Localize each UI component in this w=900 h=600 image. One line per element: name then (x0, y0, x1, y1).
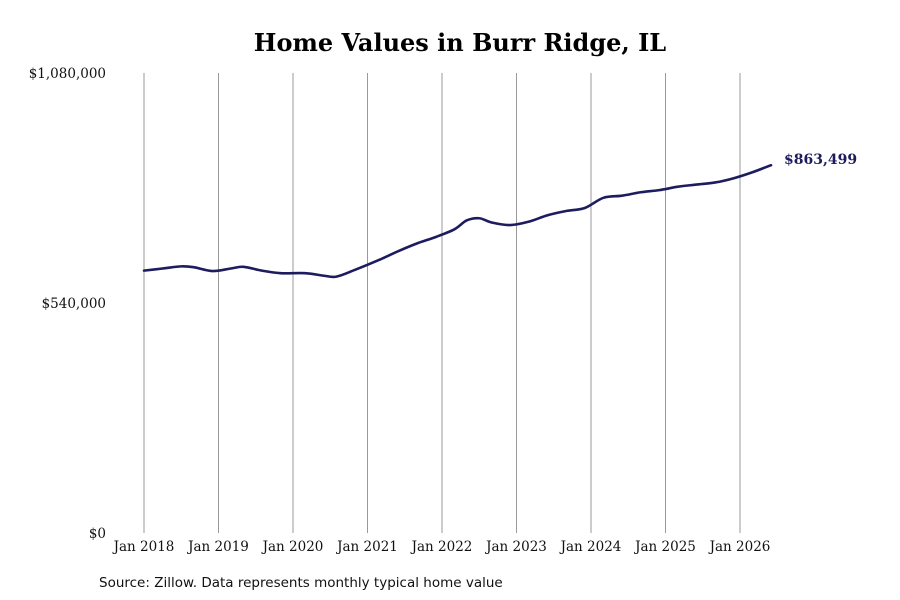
x-tick-label: Jan 2026 (708, 539, 771, 555)
series-lines (142, 163, 773, 279)
end-value-label: $863,499 (784, 152, 857, 168)
x-axis-tick-labels: Jan 2018 Jan 2019 Jan 2020 Jan 2021 Jan 2022… (112, 539, 771, 555)
x-tick-label: Jan 2018 (112, 539, 175, 555)
y-tick-label: $0 (89, 526, 106, 542)
x-tick-label: Jan 2022 (410, 539, 473, 555)
x-tick-label: Jan 2025 (633, 539, 696, 555)
x-tick-label: Jan 2023 (484, 539, 547, 555)
series-line (142, 163, 773, 279)
chart-title: Home Values in Burr Ridge, IL (254, 28, 667, 57)
y-axis-tick-labels: $0 $540,000 $1,080,000 (29, 66, 106, 542)
x-tick-label: Jan 2021 (335, 539, 398, 555)
x-tick-label: Jan 2024 (559, 539, 622, 555)
gridlines (143, 73, 741, 533)
source-note: Source: Zillow. Data represents monthly … (99, 575, 503, 591)
y-tick-label: $540,000 (42, 296, 106, 312)
x-tick-label: Jan 2019 (186, 539, 249, 555)
y-tick-label: $1,080,000 (29, 66, 106, 82)
annotations: $863,499 (784, 152, 857, 168)
x-tick-label: Jan 2020 (261, 539, 324, 555)
